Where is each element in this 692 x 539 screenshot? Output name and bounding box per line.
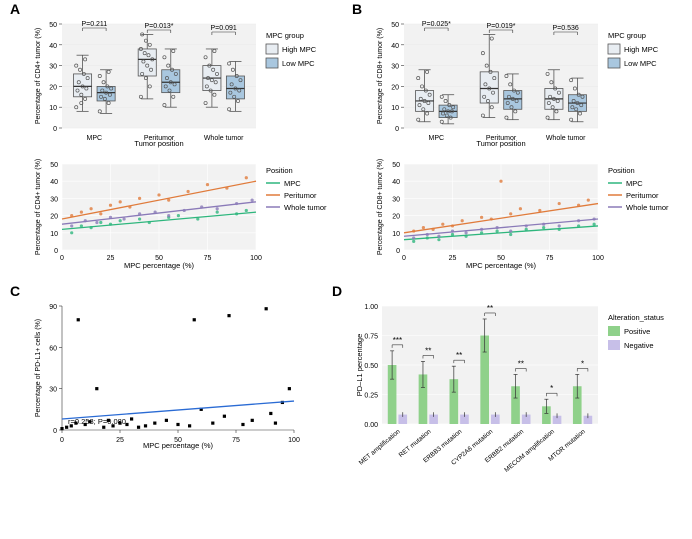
svg-text:0: 0 [60,437,64,444]
svg-text:0.75: 0.75 [364,334,378,341]
svg-text:MPC group: MPC group [266,31,304,40]
svg-text:75: 75 [546,255,554,262]
svg-text:0: 0 [395,126,399,133]
svg-text:Whole tumor: Whole tumor [204,135,244,142]
svg-text:100: 100 [288,437,300,444]
svg-text:100: 100 [592,255,604,262]
svg-text:30: 30 [50,196,58,203]
svg-text:PD–L1 percentage: PD–L1 percentage [355,334,364,397]
svg-text:MPC: MPC [284,179,301,188]
svg-text:Percentage of CD8+ tumor (%): Percentage of CD8+ tumor (%) [377,28,384,124]
svg-text:MPC: MPC [87,135,103,142]
svg-text:Position: Position [266,166,293,175]
svg-text:1.00: 1.00 [364,304,378,311]
svg-text:C: C [10,283,20,299]
svg-text:25: 25 [449,255,457,262]
svg-text:*: * [550,384,553,393]
svg-text:Percentage of CD4+ tumor (%): Percentage of CD4+ tumor (%) [35,28,42,124]
svg-text:10: 10 [49,105,57,112]
svg-text:Peritumor: Peritumor [626,191,659,200]
svg-text:0: 0 [53,126,57,133]
svg-text:P=0.019*: P=0.019* [487,23,516,30]
svg-text:MPC: MPC [429,135,445,142]
svg-text:0: 0 [54,248,58,255]
svg-text:MPC: MPC [626,179,643,188]
svg-text:Whole tumor: Whole tumor [546,135,586,142]
svg-text:10: 10 [50,231,58,238]
svg-text:Positive: Positive [624,327,650,336]
svg-text:0: 0 [60,255,64,262]
svg-text:30: 30 [49,387,57,394]
figure-canvas: A 0 10 20 30 40 50 Percentage of CD4+ tumor (%)… [0,0,692,537]
svg-text:P=0.025*: P=0.025* [422,21,451,28]
svg-text:0: 0 [53,428,57,435]
svg-text:30: 30 [391,64,399,71]
svg-text:Tumor position: Tumor position [476,139,525,148]
svg-text:50: 50 [392,162,400,169]
svg-text:Peritumor: Peritumor [284,191,317,200]
svg-text:20: 20 [50,214,58,221]
svg-text:25: 25 [107,255,115,262]
svg-text:P=0.013*: P=0.013* [145,23,174,30]
svg-text:50: 50 [391,22,399,29]
svg-text:Alteration_status: Alteration_status [608,313,664,322]
svg-text:MPC percentage (%): MPC percentage (%) [143,441,214,450]
svg-text:**: ** [425,346,431,355]
svg-text:20: 20 [49,84,57,91]
svg-text:Tumor position: Tumor position [134,139,183,148]
svg-text:0.00: 0.00 [364,422,378,429]
svg-text:20: 20 [391,84,399,91]
svg-text:r=0.258; P=0.080: r=0.258; P=0.080 [68,417,126,426]
svg-text:MPC group: MPC group [608,31,646,40]
svg-text:Percentage of CD8+ tumor (%): Percentage of CD8+ tumor (%) [377,159,384,255]
svg-text:50: 50 [49,22,57,29]
svg-text:P=0.536: P=0.536 [553,25,579,32]
svg-text:D: D [332,283,342,299]
svg-text:MPC percentage (%): MPC percentage (%) [124,261,195,270]
svg-text:0: 0 [402,255,406,262]
svg-text:0.50: 0.50 [364,363,378,370]
svg-text:10: 10 [391,105,399,112]
svg-text:**: ** [456,351,462,360]
svg-text:A: A [10,1,20,17]
svg-text:20: 20 [392,214,400,221]
svg-text:P=0.211: P=0.211 [81,21,107,28]
svg-text:*: * [581,359,584,368]
svg-text:30: 30 [49,64,57,71]
svg-text:***: *** [393,336,402,345]
svg-text:**: ** [487,304,493,313]
svg-text:100: 100 [250,255,262,262]
svg-text:10: 10 [392,231,400,238]
svg-text:MET amplification: MET amplification [358,428,402,467]
svg-text:Whole tumor: Whole tumor [626,203,669,212]
svg-text:Percentage of PD-L1+ cells (%): Percentage of PD-L1+ cells (%) [35,319,42,417]
svg-text:40: 40 [392,179,400,186]
svg-text:Low MPC: Low MPC [624,59,657,68]
svg-text:High MPC: High MPC [624,45,659,54]
svg-text:30: 30 [392,196,400,203]
svg-text:25: 25 [116,437,124,444]
svg-text:40: 40 [391,43,399,50]
svg-text:MPC percentage (%): MPC percentage (%) [466,261,537,270]
svg-text:Position: Position [608,166,635,175]
svg-text:Percentage of CD4+ tumor (%): Percentage of CD4+ tumor (%) [35,159,42,255]
svg-text:Negative: Negative [624,341,654,350]
svg-text:P=0.091: P=0.091 [211,25,237,32]
svg-text:75: 75 [204,255,212,262]
svg-text:High MPC: High MPC [282,45,317,54]
svg-text:0.25: 0.25 [364,393,378,400]
svg-text:Low MPC: Low MPC [282,59,315,68]
svg-text:90: 90 [49,304,57,311]
svg-text:40: 40 [50,179,58,186]
svg-text:**: ** [518,359,524,368]
svg-text:B: B [352,1,362,17]
svg-text:75: 75 [232,437,240,444]
svg-text:60: 60 [49,345,57,352]
svg-text:50: 50 [50,162,58,169]
svg-text:0: 0 [396,248,400,255]
svg-text:Whole tumor: Whole tumor [284,203,327,212]
svg-text:40: 40 [49,43,57,50]
